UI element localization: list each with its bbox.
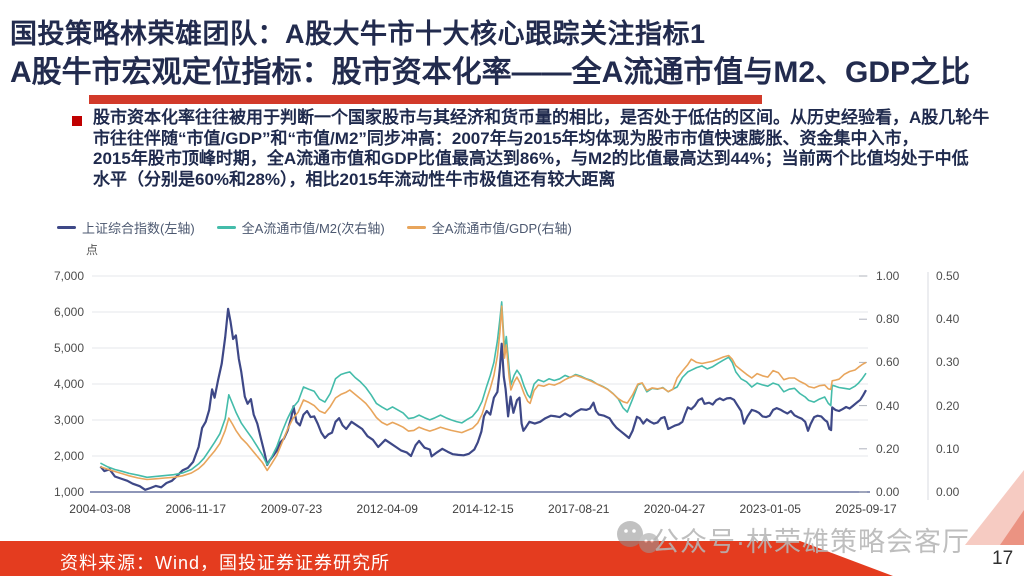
summary-line: 市往往伴随“市值/GDP”和“市值/M2”同步冲高：2007年与2015年均体现…	[93, 128, 919, 148]
right-axis-gdp-tick-label: 0.60	[876, 355, 900, 370]
legend-item-sse-index: 上证综合指数(左轴)	[57, 218, 195, 237]
account-watermark-text: 公众号·林荣雄策略会客厅	[652, 527, 970, 557]
summary-line: 2015年股市顶峰时期，全A流通市值和GDP比值最高达到86%，与M2的比值最高…	[93, 149, 969, 168]
right-axis-m2-tick-label: 0.00	[936, 485, 960, 499]
x-axis-tick-label: 2009-07-23	[260, 502, 323, 516]
legend-line-marker	[406, 226, 426, 229]
left-axis-tick-label: 3,000	[53, 413, 84, 427]
right-axis-m2-tick-label: 0.10	[936, 441, 960, 456]
right-axis-gdp-tick-label: 0.80	[876, 312, 900, 327]
chart-legend: 上证综合指数(左轴) 全A流通市值/M2(次右轴) 全A流通市值/GDP(右轴)	[57, 218, 572, 237]
right-axis-gdp-tick-label: 0.00	[876, 485, 900, 499]
x-axis-tick-label: 2014-12-15	[452, 502, 514, 516]
series-line-2	[100, 305, 867, 481]
x-axis-tick-label: 2017-08-21	[548, 502, 610, 516]
summary-line: 股市资本化率往往被用于判断一个国家股市与其经济和货币量的相比，是否处于低估的区间…	[93, 108, 990, 127]
right-axis-m2-tick-label: 0.50	[936, 269, 960, 283]
legend-label: 全A流通市值/GDP(右轴)	[431, 221, 572, 236]
source-note: 资料来源：Wind，国投证券证券研究所	[60, 553, 391, 573]
summary-paragraph: 股市资本化率往往被用于判断一个国家股市与其经济和货币量的相比，是否处于低估的区间…	[93, 108, 1013, 190]
left-axis-tick-label: 6,000	[53, 305, 84, 319]
left-axis-tick-label: 5,000	[53, 341, 84, 355]
legend-item-mcap-gdp: 全A流通市值/GDP(右轴)	[406, 218, 572, 237]
axis-tick-labels: 7,000 6,000 5,000 4,000 3,000 2,000 1,000 1.00 0…	[0, 210, 1024, 540]
page-title-line2: A股牛市宏观定位指标：股市资本化率——全A流通市值与M2、GDP之比	[10, 56, 971, 89]
title-underline-bar	[89, 95, 762, 104]
bullet-square-icon	[72, 116, 82, 126]
right-axis-m2-tick-label: 0.40	[936, 312, 960, 327]
right-axis-gdp-tick-label: 0.40	[876, 398, 900, 413]
left-axis-tick-label: 1,000	[53, 485, 84, 499]
right-axis-gdp-tick-label: 0.20	[876, 441, 900, 456]
x-axis-tick-label: 2006-11-17	[165, 502, 227, 516]
right-axis-gdp-tick-label: 1.00	[876, 269, 900, 283]
x-axis-tick-label: 2012-04-09	[356, 502, 418, 516]
legend-item-mcap-m2: 全A流通市值/M2(次右轴)	[216, 218, 385, 237]
summary-line: 水平（分别是60%和28%），相比2015年流动性牛市极值还有较大距离	[93, 169, 616, 189]
left-axis-tick-label: 7,000	[53, 269, 84, 283]
x-axis-tick-label: 2025-09-17	[835, 502, 897, 516]
right-axis-m2-tick-label: 0.20	[936, 398, 960, 413]
legend-line-marker	[57, 226, 76, 229]
x-axis-tick-label: 2020-04-27	[643, 502, 706, 516]
line-chart: 上证综合指数(左轴) 全A流通市值/M2(次右轴) 全A流通市值/GDP(右轴)…	[0, 210, 1024, 540]
left-axis-unit-label: 点	[86, 243, 99, 257]
x-axis-tick-label: 2023-01-05	[739, 502, 801, 516]
legend-label: 全A流通市值/M2(次右轴)	[241, 221, 385, 236]
series-line-0	[99, 307, 867, 491]
left-axis-tick-label: 2,000	[53, 449, 84, 463]
page-title-line1: 国投策略林荣雄团队：A股大牛市十大核心跟踪关注指标1	[10, 19, 706, 49]
plot-area	[90, 272, 929, 500]
x-axis-tick-label: 2004-03-08	[69, 502, 131, 516]
legend-label: 上证综合指数(左轴)	[82, 221, 195, 236]
legend-line-marker	[216, 226, 236, 229]
right-axis-m2-tick-label: 0.30	[936, 355, 960, 370]
left-axis-tick-label: 4,000	[53, 377, 84, 391]
page-number: 17	[992, 548, 1014, 569]
